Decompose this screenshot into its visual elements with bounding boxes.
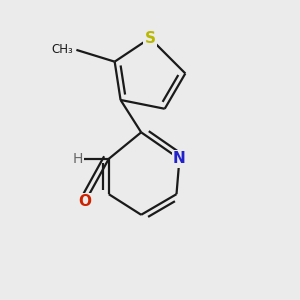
Text: CH₃: CH₃: [52, 44, 74, 56]
Text: S: S: [145, 31, 155, 46]
Text: N: N: [173, 151, 186, 166]
Text: H: H: [73, 152, 83, 166]
Text: O: O: [79, 194, 92, 209]
